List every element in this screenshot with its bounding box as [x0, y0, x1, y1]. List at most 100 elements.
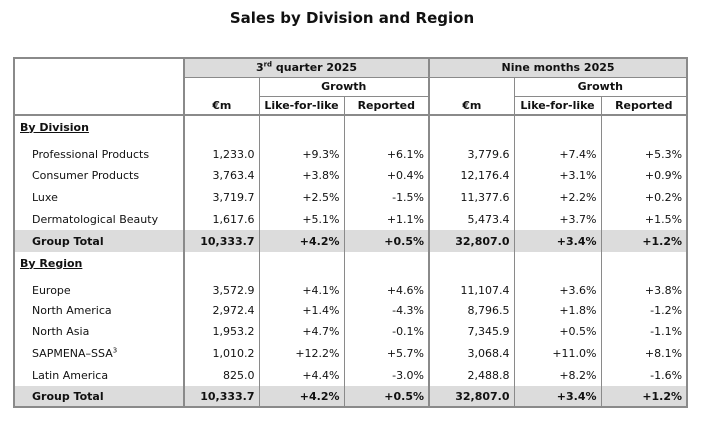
nine-lfl: +2.2%	[513, 186, 602, 208]
q3-reported: -0.1%	[343, 320, 430, 342]
q3-reported: -3.0%	[343, 364, 430, 386]
section-heading-division: By Division	[13, 115, 184, 138]
col-eur-m-nine: €m	[428, 96, 515, 116]
q3-value: 825.0	[183, 364, 259, 386]
nine-lfl: +3.6%	[513, 280, 602, 300]
row-label: SAPMENA–SSA3	[13, 342, 184, 364]
footnote-marker: 3	[112, 345, 118, 354]
nine-value: 12,176.4	[428, 165, 515, 186]
table-row: North Asia 1,953.2 +4.7% -0.1% 7,345.9 +…	[13, 320, 689, 342]
col-reported-q3: Reported	[343, 95, 430, 116]
nine-value: 3,779.6	[428, 144, 515, 165]
col-reported-nine: Reported	[600, 95, 689, 116]
nine-lfl: +7.4%	[513, 144, 602, 165]
q3-lfl: +4.4%	[258, 364, 344, 386]
header-row-period: 3rd quarter 2025 Nine months 2025	[13, 57, 689, 77]
nine-reported: +8.1%	[600, 342, 689, 364]
nine-lfl: +11.0%	[513, 342, 602, 364]
header-blank-cell	[183, 76, 259, 96]
row-label: Europe	[13, 280, 184, 300]
row-label-text: SAPMENA–SSA	[32, 346, 113, 360]
nine-value: 11,377.6	[428, 186, 515, 208]
nine-value: 5,473.4	[428, 208, 515, 230]
header-growth-q3: Growth	[258, 76, 430, 96]
q3-value: 1,010.2	[183, 342, 259, 364]
q3-value: 2,972.4	[183, 300, 259, 320]
nine-lfl: +3.4%	[513, 386, 602, 408]
nine-reported: +0.9%	[600, 165, 689, 186]
header-q3-2025: 3rd quarter 2025	[182, 57, 430, 77]
q3-lfl: +1.4%	[258, 300, 344, 320]
q3-lfl: +3.8%	[258, 165, 344, 186]
q3-reported: +1.1%	[343, 208, 430, 230]
row-label: Group Total	[13, 230, 184, 252]
table-row: Luxe 3,719.7 +2.5% -1.5% 11,377.6 +2.2% …	[13, 186, 689, 208]
nine-value: 2,488.8	[428, 364, 515, 386]
table-row: SAPMENA–SSA3 1,010.2 +12.2% +5.7% 3,068.…	[13, 342, 689, 364]
q3-value: 1,617.6	[183, 208, 259, 230]
q3-lfl: +5.1%	[258, 208, 344, 230]
nine-lfl: +1.8%	[513, 300, 602, 320]
nine-lfl: +3.7%	[513, 208, 602, 230]
nine-value: 7,345.9	[428, 320, 515, 342]
q3-value: 3,572.9	[183, 280, 259, 300]
header-blank-cell	[13, 96, 184, 116]
nine-reported: -1.6%	[600, 364, 689, 386]
q3-reported: -4.3%	[343, 300, 430, 320]
q3-value: 1,233.0	[183, 144, 259, 165]
section-row-division: By Division	[13, 115, 689, 138]
nine-reported: +5.3%	[600, 144, 689, 165]
q3-value: 3,719.7	[183, 186, 259, 208]
q3-reported: +4.6%	[343, 280, 430, 300]
row-label: Luxe	[13, 186, 184, 208]
nine-reported: -1.2%	[600, 300, 689, 320]
q3-lfl: +2.5%	[258, 186, 344, 208]
nine-reported: +1.5%	[600, 208, 689, 230]
nine-reported: +0.2%	[600, 186, 689, 208]
nine-lfl: +3.1%	[513, 165, 602, 186]
nine-reported: -1.1%	[600, 320, 689, 342]
q3-reported: -1.5%	[343, 186, 430, 208]
table-row: Dermatological Beauty 1,617.6 +5.1% +1.1…	[13, 208, 689, 230]
nine-lfl: +0.5%	[513, 320, 602, 342]
q3-lfl: +12.2%	[258, 342, 344, 364]
q3-value: 10,333.7	[183, 230, 259, 252]
q3-value: 10,333.7	[183, 386, 259, 408]
row-label: Dermatological Beauty	[13, 208, 184, 230]
row-label: Group Total	[13, 386, 184, 408]
table-row: Consumer Products 3,763.4 +3.8% +0.4% 12…	[13, 165, 689, 186]
nine-value: 11,107.4	[428, 280, 515, 300]
row-label: Consumer Products	[13, 165, 184, 186]
q3-reported: +0.5%	[343, 230, 430, 252]
page-title: Sales by Division and Region	[229, 9, 475, 27]
q3-value: 3,763.4	[183, 165, 259, 186]
nine-lfl: +8.2%	[513, 364, 602, 386]
nine-reported: +1.2%	[600, 386, 689, 408]
nine-value: 32,807.0	[428, 386, 515, 408]
header-row-columns: €m Like-for-like Reported €m Like-for-li…	[13, 95, 689, 116]
col-lfl-nine: Like-for-like	[513, 95, 602, 116]
header-blank-cell	[13, 77, 184, 96]
header-row-growth: Growth Growth	[13, 76, 689, 96]
q3-lfl: +4.2%	[258, 386, 344, 408]
nine-lfl: +3.4%	[513, 230, 602, 252]
group-total-row-division: Group Total 10,333.7 +4.2% +0.5% 32,807.…	[13, 230, 689, 252]
q3-lfl: +4.7%	[258, 320, 344, 342]
nine-reported: +1.2%	[600, 230, 689, 252]
nine-value: 32,807.0	[428, 230, 515, 252]
group-total-row-region: Group Total 10,333.7 +4.2% +0.5% 32,807.…	[13, 386, 689, 408]
table-row: Latin America 825.0 +4.4% -3.0% 2,488.8 …	[13, 364, 689, 386]
table-row: North America 2,972.4 +1.4% -4.3% 8,796.…	[13, 300, 689, 320]
row-label: Latin America	[13, 364, 184, 386]
header-growth-nine: Growth	[513, 76, 689, 96]
sales-table: 3rd quarter 2025 Nine months 2025 Growth…	[13, 57, 689, 408]
q3-lfl: +4.2%	[258, 230, 344, 252]
section-row-region: By Region	[13, 252, 689, 274]
q3-reported: +5.7%	[343, 342, 430, 364]
nine-value: 8,796.5	[428, 300, 515, 320]
row-label: Professional Products	[13, 144, 184, 165]
q3-value: 1,953.2	[183, 320, 259, 342]
col-eur-m-q3: €m	[183, 96, 259, 116]
col-lfl-q3: Like-for-like	[258, 95, 344, 116]
q3-reported: +0.5%	[343, 386, 430, 408]
